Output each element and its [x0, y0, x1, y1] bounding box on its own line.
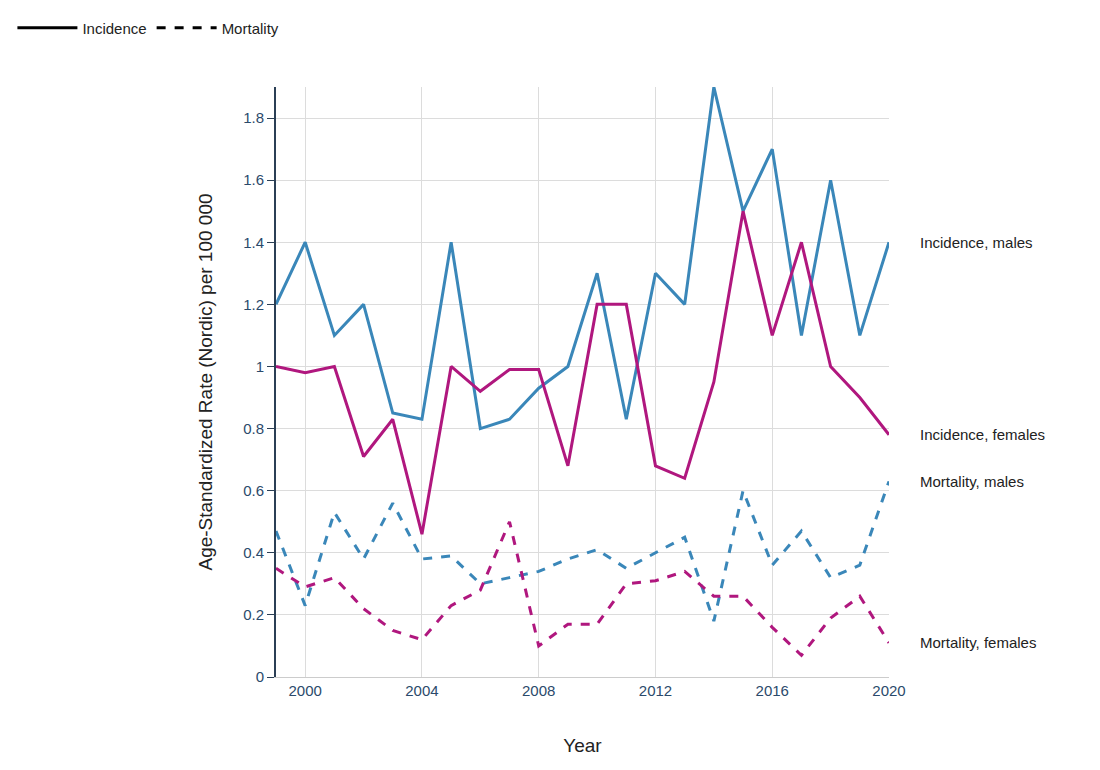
- svg-text:1.4: 1.4: [243, 234, 264, 251]
- svg-text:2004: 2004: [405, 682, 438, 699]
- svg-text:1: 1: [256, 358, 264, 375]
- svg-text:1.6: 1.6: [243, 171, 264, 188]
- svg-text:Year: Year: [563, 735, 602, 756]
- svg-text:2000: 2000: [289, 682, 322, 699]
- svg-text:2012: 2012: [639, 682, 672, 699]
- svg-text:Incidence, males: Incidence, males: [920, 234, 1033, 251]
- svg-text:0.6: 0.6: [243, 482, 264, 499]
- svg-text:0: 0: [256, 668, 264, 685]
- svg-text:Incidence: Incidence: [82, 20, 146, 37]
- svg-text:1.8: 1.8: [243, 109, 264, 126]
- svg-text:2016: 2016: [756, 682, 789, 699]
- svg-text:Age-Standardized Rate (Nordic): Age-Standardized Rate (Nordic) per 100 0…: [195, 193, 216, 570]
- svg-text:0.4: 0.4: [243, 544, 264, 561]
- svg-text:Mortality: Mortality: [222, 20, 279, 37]
- svg-text:0.2: 0.2: [243, 606, 264, 623]
- svg-text:Incidence, females: Incidence, females: [920, 426, 1045, 443]
- svg-text:Mortality, females: Mortality, females: [920, 634, 1036, 651]
- svg-text:1.2: 1.2: [243, 296, 264, 313]
- svg-text:2020: 2020: [872, 682, 905, 699]
- svg-text:Mortality, males: Mortality, males: [920, 473, 1024, 490]
- svg-text:2008: 2008: [522, 682, 555, 699]
- svg-text:0.8: 0.8: [243, 420, 264, 437]
